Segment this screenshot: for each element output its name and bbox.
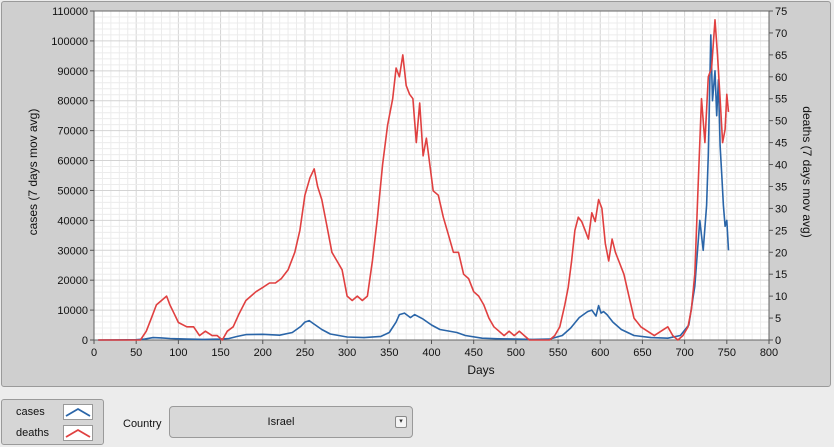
y-tick-label: 0 bbox=[82, 335, 88, 347]
y2-tick-label: 60 bbox=[775, 72, 787, 84]
chart-panel: 0 50 100 150 200 250 300 350 400 450 500 550 600 650 7… bbox=[1, 1, 831, 387]
deaths-line-swatch-icon bbox=[63, 425, 93, 441]
y2-tick-label: 70 bbox=[775, 28, 787, 40]
x-tick-label: 100 bbox=[169, 347, 187, 359]
series-line-deaths bbox=[98, 18, 730, 341]
y2-tick-label: 0 bbox=[775, 335, 781, 347]
y2-tick-label: 30 bbox=[775, 203, 787, 215]
y2-tick-label: 55 bbox=[775, 94, 787, 106]
x-tick-label: 150 bbox=[211, 347, 229, 359]
country-select[interactable]: Israel ▾ bbox=[169, 406, 413, 438]
x-tick-label: 600 bbox=[591, 347, 609, 359]
series-line-cases bbox=[98, 34, 730, 341]
y2-tick-label: 35 bbox=[775, 181, 787, 193]
y-tick-label: 110000 bbox=[52, 6, 88, 18]
y2-tick-label: 20 bbox=[775, 247, 787, 259]
x-tick-label: 800 bbox=[760, 347, 778, 359]
legend-label-cases: cases bbox=[16, 406, 45, 418]
legend-item-cases: cases bbox=[2, 403, 103, 423]
x-tick-label: 250 bbox=[296, 347, 314, 359]
x-tick-label: 400 bbox=[422, 347, 440, 359]
y2-tick-label: 50 bbox=[775, 116, 787, 128]
country-label: Country bbox=[123, 418, 162, 430]
y-tick-label: 20000 bbox=[57, 275, 88, 287]
x-tick-label: 700 bbox=[675, 347, 693, 359]
y-tick-label: 60000 bbox=[57, 156, 88, 168]
y-tick-label: 30000 bbox=[57, 245, 88, 257]
chart-ticks: 0 50 100 150 200 250 300 350 400 450 500 550 600 650 7… bbox=[51, 6, 787, 359]
chart: 0 50 100 150 200 250 300 350 400 450 500 550 600 650 7… bbox=[26, 6, 814, 377]
x-axis-label: Days bbox=[467, 363, 494, 377]
x-tick-label: 50 bbox=[130, 347, 142, 359]
legend-label-deaths: deaths bbox=[16, 427, 50, 439]
y-tick-label: 100000 bbox=[51, 36, 88, 48]
legend-item-deaths: deaths bbox=[2, 424, 103, 444]
y-axis-label: cases (7 days mov avg) bbox=[26, 109, 40, 236]
x-tick-label: 650 bbox=[633, 347, 651, 359]
y2-tick-label: 25 bbox=[775, 225, 787, 237]
y2-tick-label: 75 bbox=[775, 6, 787, 18]
legend: cases deaths bbox=[1, 399, 104, 445]
chart-series bbox=[98, 18, 730, 341]
chart-grid bbox=[93, 10, 770, 341]
x-tick-label: 500 bbox=[507, 347, 525, 359]
cases-line-swatch-icon bbox=[63, 404, 93, 420]
x-tick-label: 450 bbox=[465, 347, 483, 359]
x-tick-label: 550 bbox=[549, 347, 567, 359]
y2-tick-label: 15 bbox=[775, 269, 787, 281]
dropdown-arrow-icon[interactable]: ▾ bbox=[395, 416, 407, 428]
y2-tick-label: 65 bbox=[775, 50, 787, 62]
y-tick-label: 70000 bbox=[57, 126, 88, 138]
y2-tick-label: 40 bbox=[775, 160, 787, 172]
x-tick-label: 750 bbox=[718, 347, 736, 359]
y2-tick-label: 45 bbox=[775, 138, 787, 150]
x-tick-label: 350 bbox=[380, 347, 398, 359]
y2-tick-label: 10 bbox=[775, 291, 787, 303]
y-tick-label: 90000 bbox=[57, 66, 88, 78]
x-tick-label: 200 bbox=[254, 347, 272, 359]
y-tick-label: 40000 bbox=[57, 215, 88, 227]
y2-axis-label: deaths (7 days mov avg) bbox=[800, 106, 814, 237]
y-tick-label: 50000 bbox=[57, 185, 88, 197]
x-tick-label: 300 bbox=[338, 347, 356, 359]
country-select-value: Israel bbox=[267, 416, 295, 428]
y-tick-label: 80000 bbox=[57, 96, 88, 108]
x-tick-label: 0 bbox=[91, 347, 97, 359]
y-tick-label: 10000 bbox=[57, 305, 88, 317]
y2-tick-label: 5 bbox=[775, 313, 781, 325]
